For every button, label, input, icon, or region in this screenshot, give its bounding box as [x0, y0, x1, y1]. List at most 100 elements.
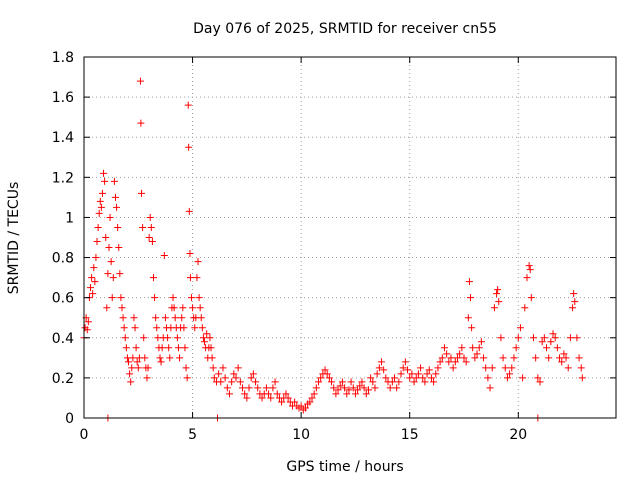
- x-axis-label: GPS time / hours: [286, 459, 403, 475]
- data-point: [103, 304, 111, 312]
- data-point: [343, 390, 351, 398]
- data-point: [269, 384, 277, 392]
- data-point: [551, 334, 559, 342]
- data-point: [174, 344, 182, 352]
- data-point: [332, 390, 340, 398]
- data-point: [310, 390, 318, 398]
- data-point: [471, 354, 479, 362]
- data-point: [375, 364, 383, 372]
- chart-title: Day 076 of 2025, SRMTID for receiver cn5…: [193, 21, 497, 37]
- data-point: [512, 344, 520, 352]
- data-point: [208, 354, 216, 362]
- data-point: [558, 358, 566, 366]
- data-point: [521, 304, 529, 312]
- data-point: [465, 278, 473, 286]
- data-point: [105, 244, 113, 252]
- data-point: [84, 318, 92, 326]
- data-point: [436, 358, 444, 366]
- y-tick-label: 0: [65, 411, 74, 427]
- data-point: [225, 390, 233, 398]
- data-point: [170, 304, 178, 312]
- data-point: [169, 294, 177, 302]
- data-point: [526, 266, 534, 274]
- data-point: [245, 384, 253, 392]
- data-point: [577, 364, 585, 372]
- data-point: [393, 384, 401, 392]
- data-point: [495, 298, 503, 306]
- data-point: [273, 390, 281, 398]
- data-point: [180, 324, 188, 332]
- data-point: [151, 294, 159, 302]
- data-point: [241, 390, 249, 398]
- data-point: [127, 378, 135, 386]
- data-point: [210, 374, 218, 382]
- data-point: [165, 344, 173, 352]
- data-point: [92, 254, 100, 262]
- data-point: [221, 374, 229, 382]
- data-point: [425, 366, 433, 374]
- data-point: [199, 334, 207, 342]
- data-point: [380, 366, 388, 374]
- data-point: [545, 354, 553, 362]
- data-point: [482, 364, 490, 372]
- data-point: [146, 213, 154, 221]
- data-point: [164, 334, 172, 342]
- data-point: [321, 366, 329, 374]
- data-point: [473, 350, 481, 358]
- data-point: [185, 143, 193, 151]
- data-point: [341, 384, 349, 392]
- data-point: [137, 119, 145, 127]
- data-point: [312, 384, 320, 392]
- data-point: [136, 77, 144, 85]
- data-point: [468, 324, 476, 332]
- data-point: [102, 234, 110, 241]
- data-point: [445, 358, 453, 366]
- data-point: [118, 304, 126, 312]
- data-point: [178, 314, 186, 322]
- data-point: [197, 314, 205, 322]
- data-point: [356, 382, 364, 390]
- data-point: [480, 354, 488, 362]
- data-point: [207, 344, 215, 352]
- data-point: [106, 213, 114, 221]
- data-point: [291, 398, 299, 406]
- data-point: [391, 374, 399, 382]
- plot-points: [80, 77, 586, 422]
- data-point: [447, 354, 455, 362]
- data-point: [297, 402, 305, 410]
- data-point: [360, 384, 368, 392]
- data-point: [160, 252, 168, 260]
- data-point: [570, 290, 578, 298]
- data-point: [510, 354, 518, 362]
- y-axis-label: SRMTID / TECUs: [6, 182, 22, 295]
- data-point: [234, 364, 242, 372]
- data-point: [126, 370, 134, 378]
- data-point: [166, 354, 174, 362]
- data-point: [284, 394, 292, 402]
- data-point: [152, 314, 160, 322]
- data-point: [499, 354, 507, 362]
- data-point: [153, 324, 161, 332]
- data-point: [282, 390, 290, 398]
- data-point: [201, 338, 209, 346]
- data-point: [230, 370, 238, 378]
- data-point: [206, 334, 214, 342]
- data-point: [494, 286, 502, 294]
- data-point: [209, 364, 217, 372]
- data-point: [578, 374, 586, 382]
- data-point: [395, 378, 403, 386]
- data-point: [104, 270, 112, 278]
- data-point: [397, 370, 405, 378]
- data-point: [382, 374, 390, 382]
- data-point: [406, 374, 414, 382]
- data-point: [148, 238, 156, 246]
- data-point: [247, 374, 255, 382]
- data-point: [423, 370, 431, 378]
- data-point: [519, 374, 527, 382]
- data-point: [430, 378, 438, 386]
- data-point: [514, 334, 522, 342]
- data-point: [131, 324, 139, 332]
- x-tick-label: 5: [188, 427, 197, 443]
- data-point: [144, 364, 152, 372]
- data-point: [549, 330, 557, 338]
